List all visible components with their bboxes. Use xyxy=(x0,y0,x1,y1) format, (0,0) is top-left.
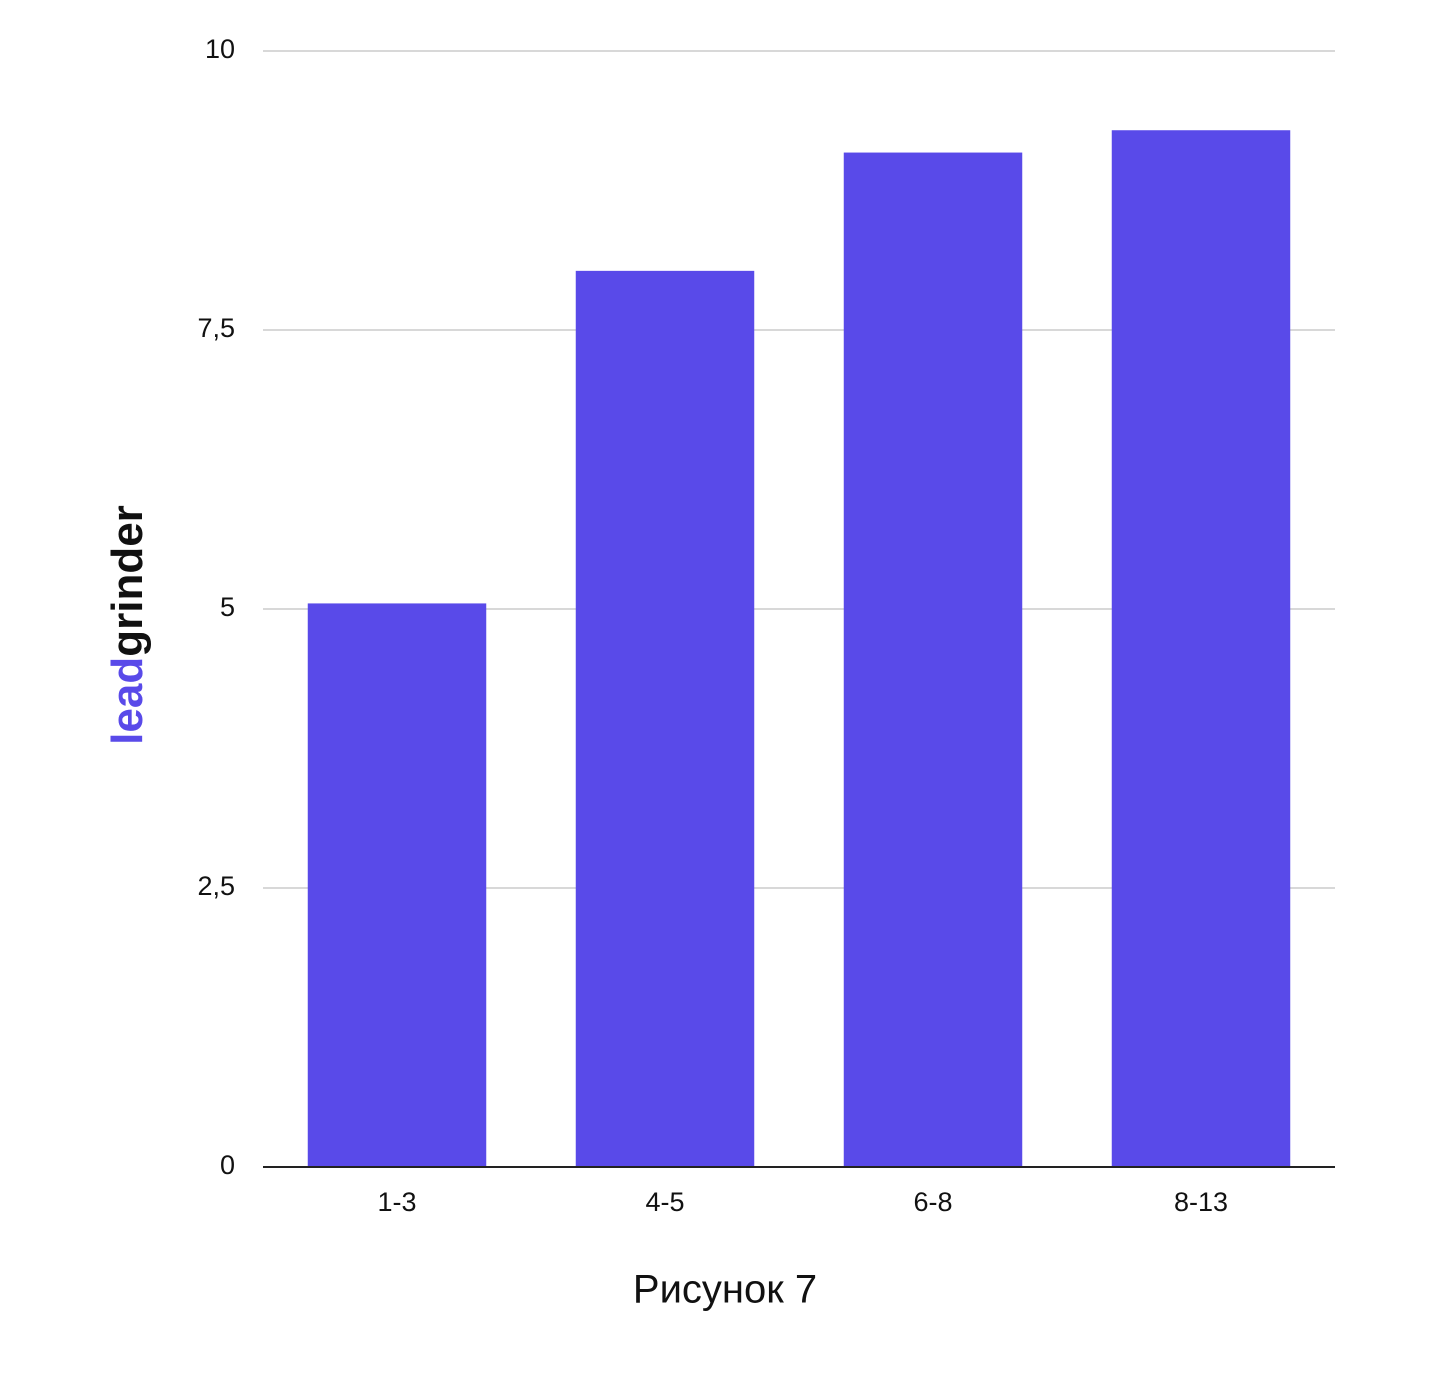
watermark-part: grinder xyxy=(103,505,152,657)
x-tick-label: 6-8 xyxy=(913,1187,952,1217)
watermark: leadgrinder xyxy=(103,505,152,745)
y-tick-label: 0 xyxy=(220,1150,235,1180)
y-tick-label: 10 xyxy=(205,34,235,64)
x-tick-label: 8-13 xyxy=(1174,1187,1228,1217)
bar xyxy=(1111,130,1291,1168)
watermark-part: lead xyxy=(103,657,152,745)
bar xyxy=(843,152,1023,1167)
x-axis-label: Рисунок 7 xyxy=(633,1268,817,1312)
x-tick-label: 1-3 xyxy=(377,1187,416,1217)
y-tick-label: 7,5 xyxy=(197,313,235,343)
bar xyxy=(307,603,487,1167)
y-tick-label: 5 xyxy=(220,592,235,622)
x-tick-label: 4-5 xyxy=(645,1187,684,1217)
y-tick-label: 2,5 xyxy=(197,871,235,901)
bar xyxy=(575,270,755,1167)
